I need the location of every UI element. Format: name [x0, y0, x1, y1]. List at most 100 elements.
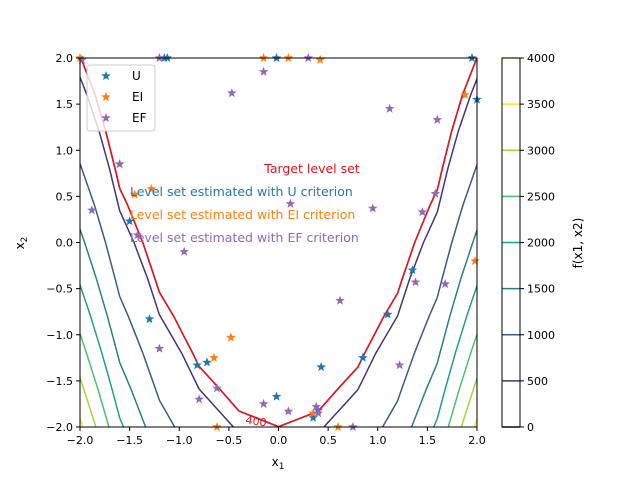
point-EI-8: [226, 332, 236, 342]
x-tick-label: −0.5: [216, 434, 243, 447]
contour-line-1500: [79, 229, 478, 428]
x-axis-label: x1: [272, 455, 285, 472]
point-EI-2: [129, 189, 140, 199]
legend-marker-EI: [101, 92, 111, 101]
point-EF-9: [154, 343, 165, 353]
point-EI-12: [308, 408, 318, 418]
point-U-13: [407, 265, 418, 275]
legend-marker-U: [101, 71, 111, 80]
point-U-8: [202, 357, 212, 367]
y-tick-label: 2.0: [56, 52, 74, 65]
point-U-12: [382, 309, 393, 319]
colorbar-frame: [501, 57, 521, 428]
annotations: Target level set Level set estimated with…: [130, 161, 360, 245]
point-EI-5: [315, 54, 325, 64]
annotation-1: Level set estimated with U criterion: [130, 184, 353, 199]
contour-line-3500: [79, 418, 478, 428]
colorbar-tick-label: 3500: [527, 98, 555, 111]
point-EF-0: [77, 54, 87, 64]
point-EF-21: [410, 277, 421, 287]
point-U-6: [144, 314, 155, 324]
target-level-label: 400: [245, 414, 268, 430]
point-EF-20: [394, 360, 405, 370]
colorbar-tick-label: 4000: [527, 52, 555, 65]
x-tick-label: 0.0: [270, 434, 288, 447]
point-EF-6: [114, 159, 125, 169]
x-tick-label: 1.5: [419, 434, 437, 447]
point-U-14: [308, 412, 318, 422]
point-EF-10: [194, 394, 204, 404]
colorbar-tick-label: 2000: [527, 237, 555, 250]
y-tick-label: −2.0: [46, 421, 73, 434]
point-EF-4: [227, 88, 237, 98]
legend-box: [86, 64, 156, 132]
point-EF-3: [258, 66, 269, 76]
annotation-0: Target level set: [263, 161, 360, 176]
point-EF-24: [432, 114, 443, 124]
point-EF-25: [440, 279, 450, 289]
x-tick-label: −1.0: [166, 434, 193, 447]
x-tick-label: −1.5: [116, 434, 143, 447]
colorbar-tick-label: 500: [527, 375, 548, 388]
x-tick-label: 1.0: [369, 434, 387, 447]
point-EF-7: [132, 230, 143, 240]
contour-line-1000: [79, 163, 478, 428]
annotation-3: Level set estimated with EF criterion: [130, 230, 359, 245]
level-set-lines: [80, 57, 478, 428]
point-EF-12: [258, 398, 269, 408]
point-EF-14: [311, 401, 321, 411]
x-tick-label: 2.0: [468, 434, 486, 447]
y-tick-label: 0.5: [56, 190, 74, 203]
point-EI-9: [209, 352, 219, 362]
contour-line-500: [79, 76, 478, 428]
legend-label-U: U: [132, 69, 141, 83]
point-EF-11: [212, 383, 222, 393]
point-U-10: [316, 362, 326, 372]
colorbar-tick-label: 0: [527, 421, 534, 434]
point-EF-18: [368, 203, 378, 213]
annotation-2: Level set estimated with EI criterion: [130, 207, 355, 222]
point-U-9: [271, 391, 282, 401]
colorbar-label: f(x1, x2): [571, 218, 585, 269]
point-U-11: [358, 352, 368, 362]
x-axis-ticks: −2.0 −1.5 −1.0 −0.5 0.0 0.5 1.0 1.5 2.0: [67, 427, 486, 447]
colorbar: 0 500 1000 1500 2000 2500 3000 3500 4000: [501, 52, 555, 434]
point-U-5: [124, 216, 135, 226]
point-EI-7: [470, 255, 480, 265]
point-EF-5: [87, 205, 97, 215]
colorbar-tick-label: 2500: [527, 190, 555, 203]
point-EF-15: [313, 408, 323, 418]
point-EF-22: [417, 207, 428, 217]
y-tick-label: 1.5: [56, 98, 74, 111]
contour-line-2000: [79, 284, 478, 428]
y-tick-label: −0.5: [46, 283, 73, 296]
x-tick-label: 0.5: [319, 434, 337, 447]
point-EF-16: [285, 198, 296, 208]
y-tick-label: 1.0: [56, 144, 74, 157]
point-EI-6: [460, 89, 470, 99]
contour-line-2500: [79, 333, 478, 428]
point-EF-17: [335, 295, 345, 305]
legend-marker-EF: [101, 113, 111, 122]
point-EF-13: [283, 406, 294, 416]
contour-line-3000: [79, 377, 478, 428]
point-EF-19: [384, 103, 395, 113]
colorbar-tick-label: 3000: [527, 144, 555, 157]
contour-lines: [79, 76, 478, 428]
y-tick-label: 0.0: [56, 237, 74, 250]
y-tick-label: −1.5: [46, 375, 73, 388]
x-tick-label: −2.0: [67, 434, 94, 447]
colorbar-tick-label: 1000: [527, 329, 555, 342]
legend-label-EF: EF: [132, 111, 147, 125]
legend-label-EI: EI: [132, 90, 143, 104]
point-EF-23: [430, 188, 441, 198]
point-EF-8: [179, 246, 189, 256]
y-axis-ticks: −2.0 −1.5 −1.0 −0.5 0.0 0.5 1.0 1.5 2.0: [46, 52, 80, 434]
point-U-7: [192, 360, 202, 370]
colorbar-tick-label: 1500: [527, 283, 555, 296]
point-EI-3: [146, 184, 157, 193]
y-axis-label: x2: [13, 237, 30, 250]
y-tick-label: −1.0: [46, 329, 73, 342]
legend: U EI EF: [86, 64, 156, 132]
